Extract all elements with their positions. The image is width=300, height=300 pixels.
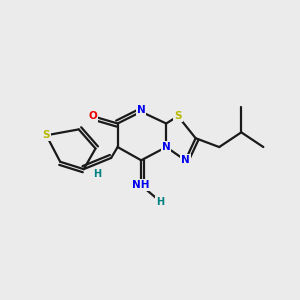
Text: H: H: [156, 196, 164, 206]
Text: H: H: [93, 169, 101, 178]
Text: N: N: [162, 142, 171, 152]
Text: N: N: [181, 155, 190, 165]
Text: O: O: [88, 111, 97, 121]
Text: S: S: [43, 130, 50, 140]
Text: S: S: [174, 111, 182, 121]
Text: NH: NH: [132, 180, 150, 190]
Text: N: N: [137, 105, 146, 115]
